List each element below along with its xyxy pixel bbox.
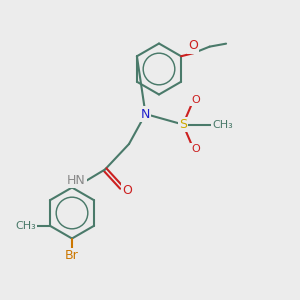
Text: CH₃: CH₃ [16, 221, 36, 231]
Text: O: O [188, 39, 198, 52]
Text: S: S [179, 118, 187, 131]
Text: Br: Br [65, 249, 79, 262]
Text: O: O [191, 95, 200, 105]
Text: CH₃: CH₃ [212, 119, 233, 130]
Text: N: N [141, 107, 150, 121]
Text: HN: HN [67, 173, 86, 187]
Text: O: O [122, 184, 132, 197]
Text: O: O [191, 144, 200, 154]
